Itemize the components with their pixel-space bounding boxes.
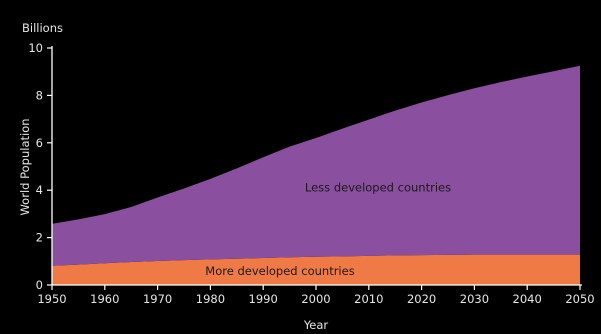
x-tick-label: 2040 xyxy=(513,292,542,306)
x-tick-label: 1980 xyxy=(196,292,225,306)
axes-group: 0 2 4 6 8 10 1950 1960 1970 1980 1990 2000 2010 2020 2… xyxy=(28,41,594,306)
x-tick-label: 2030 xyxy=(460,292,489,306)
y-tick-label: 6 xyxy=(36,136,43,150)
x-tick-label: 1960 xyxy=(90,292,119,306)
y-tick-label: 10 xyxy=(28,41,43,55)
y-tick-label: 2 xyxy=(36,231,43,245)
labels-group: More developed countries Less developed c… xyxy=(205,181,451,278)
y-tick-label: 8 xyxy=(36,88,43,102)
series-label-less-developed: Less developed countries xyxy=(305,181,451,195)
area-series-less-developed xyxy=(52,65,580,266)
area-series-group xyxy=(52,65,580,285)
x-tick-label: 2000 xyxy=(301,292,330,306)
series-label-more-developed: More developed countries xyxy=(205,264,354,278)
y-tick-label: 4 xyxy=(36,183,43,197)
x-tick-label: 2050 xyxy=(565,292,594,306)
units-label: Billions xyxy=(22,21,63,35)
area-series-more-developed xyxy=(52,254,580,285)
x-tick-label: 2020 xyxy=(407,292,436,306)
y-tick-label: 0 xyxy=(36,278,43,292)
y-axis-title: World Population xyxy=(18,118,32,215)
x-axis-title: Year xyxy=(303,318,329,332)
x-tick-label: 1970 xyxy=(143,292,172,306)
x-tick-label: 1990 xyxy=(249,292,278,306)
x-tick-label: 2010 xyxy=(354,292,383,306)
x-tick-label: 1950 xyxy=(37,292,66,306)
